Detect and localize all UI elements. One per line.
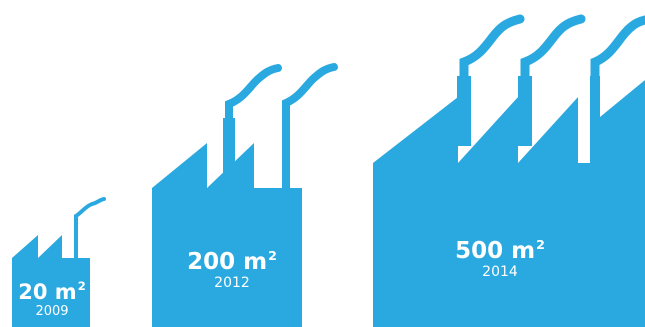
year-text: 2014 <box>482 264 518 280</box>
area-value: 20 m <box>18 280 77 304</box>
area-text: 200 m2 <box>182 247 282 275</box>
area-value: 200 m <box>187 249 268 275</box>
area-unit-superscript: 2 <box>536 236 545 252</box>
factory-label-2014: 500 m2 2014 <box>445 236 555 280</box>
factory-label-2012: 200 m2 2012 <box>182 247 282 291</box>
factory-small <box>12 235 90 327</box>
smoke-large-2 <box>520 14 586 81</box>
factory-label-2009: 20 m2 2009 <box>12 279 92 319</box>
factory-shapes <box>12 14 645 327</box>
year-text: 2009 <box>35 304 69 319</box>
smoke-large-3 <box>590 15 645 81</box>
chimney-large-2 <box>518 76 532 146</box>
area-unit-superscript: 2 <box>268 247 277 263</box>
area-text: 20 m2 <box>12 279 92 304</box>
area-value: 500 m <box>455 238 536 264</box>
factory-medium <box>152 117 302 327</box>
chimney-large-1 <box>457 76 471 146</box>
year-text: 2012 <box>214 275 250 291</box>
area-text: 500 m2 <box>445 236 555 264</box>
area-unit-superscript: 2 <box>77 279 86 294</box>
smoke-medium-2 <box>282 63 338 121</box>
smoke-small <box>74 197 106 237</box>
factory-large <box>373 76 645 327</box>
chimney-medium-1 <box>223 118 235 180</box>
smoke-medium-1 <box>225 64 282 122</box>
smoke-large-1 <box>459 14 525 81</box>
